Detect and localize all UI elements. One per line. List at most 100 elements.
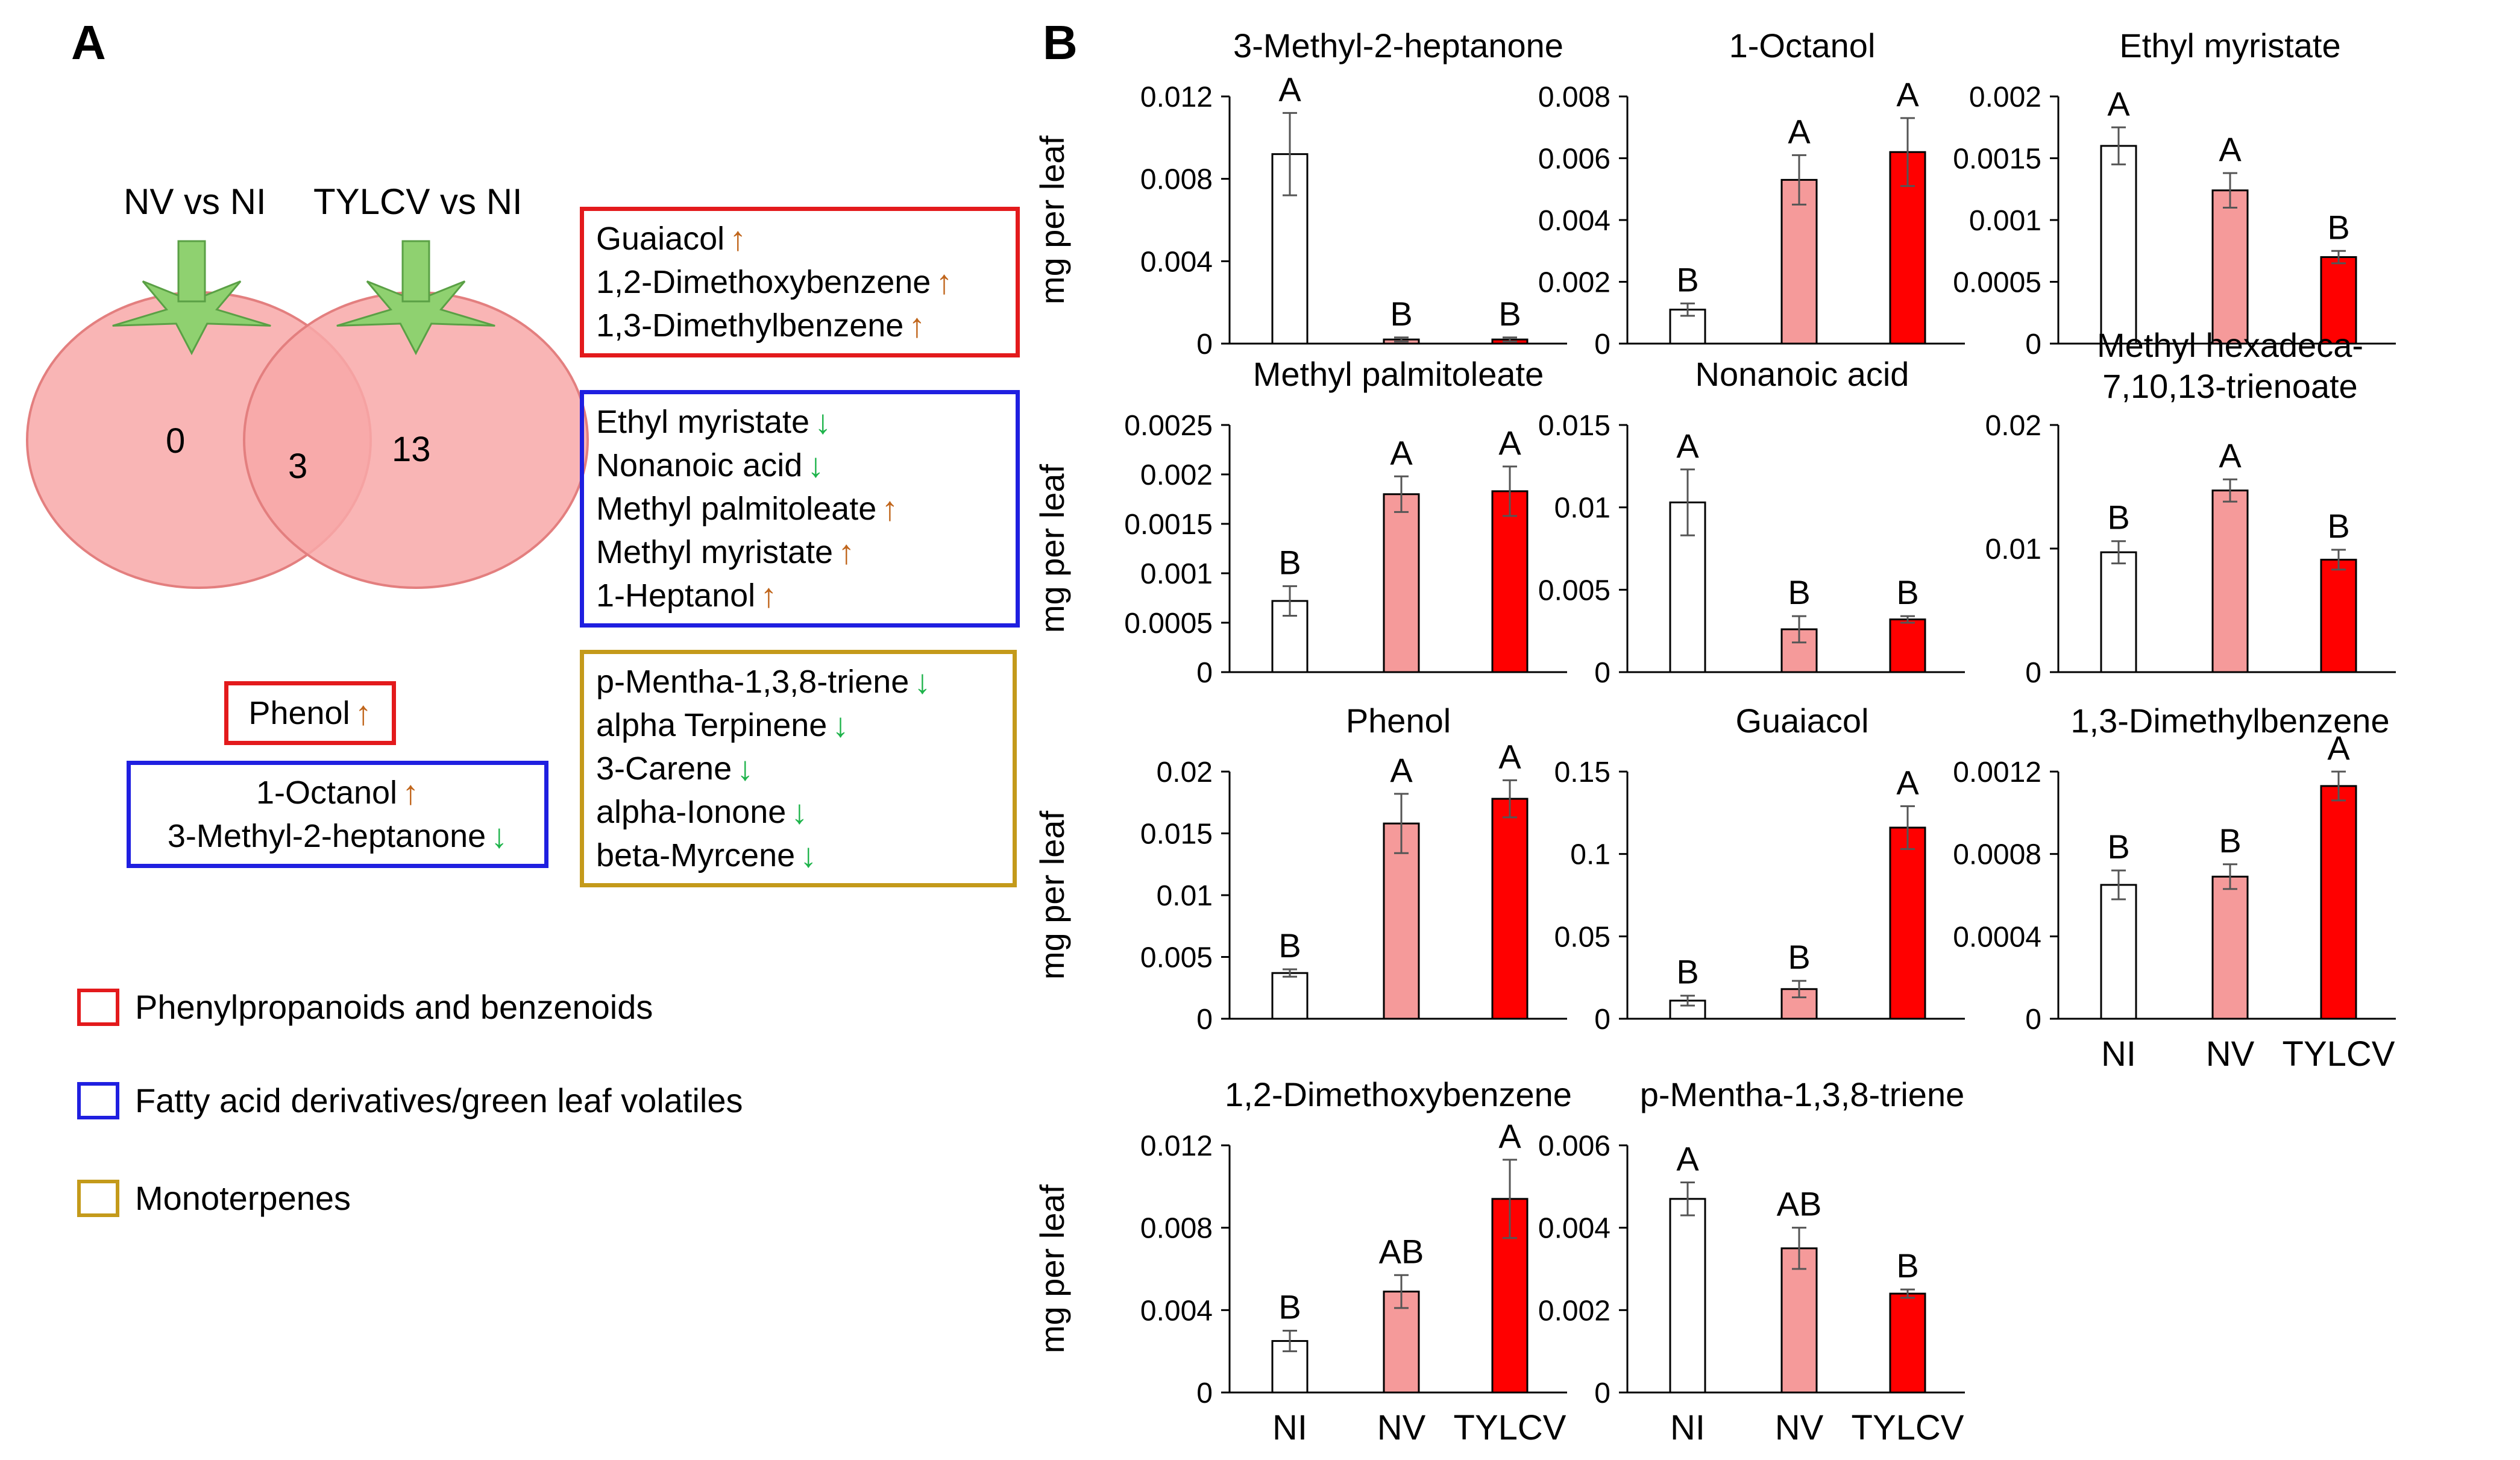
- y-tick-label: 0.02: [1985, 410, 2041, 442]
- legend-swatch: [77, 1081, 119, 1119]
- compound-name: Nonanoic acid: [596, 447, 803, 483]
- y-tick-label: 0.002: [1140, 459, 1213, 491]
- bar-tylcv: [1889, 1292, 1926, 1394]
- x-tick-label: TYLCV: [1852, 1408, 1964, 1447]
- bar-chart: 1,3-Dimethylbenzene 0 0.0004 0.0008 0.0012 B N…: [1953, 702, 2396, 1074]
- error-bar: [2331, 770, 2346, 802]
- error-bar: [1283, 968, 1297, 978]
- error-bar: [1680, 1182, 1695, 1216]
- compound-item: p-Mentha-1,3,8-triene ↓: [596, 660, 1001, 703]
- significance-letter: B: [1896, 573, 1918, 611]
- significance-letter: A: [1896, 763, 1919, 801]
- y-tick-label: 0.001: [1969, 205, 2041, 237]
- y-tick-label: 0.002: [1969, 81, 2041, 113]
- compound-name: Phenol: [248, 695, 350, 731]
- x-tick-label: TYLCV: [1454, 1408, 1566, 1447]
- bar-chart: Guaiacol 0 0.05 0.1 0.15 B B A: [1554, 702, 1965, 1036]
- significance-letter: A: [1390, 433, 1413, 471]
- bar-ni: [1271, 972, 1309, 1020]
- bar-nv: [2211, 189, 2249, 345]
- compound-name: 3-Carene: [596, 750, 732, 787]
- venn-left-label: NV vs NI: [124, 181, 266, 222]
- compound-item: 1,3-Dimethylbenzene ↑: [596, 304, 1004, 347]
- compound-item: Methyl myristate ↑: [596, 530, 1004, 574]
- y-tick-label: 0.008: [1140, 164, 1213, 196]
- calyx-icon: [112, 240, 271, 356]
- arrow-down-icon: ↓: [807, 446, 825, 484]
- chart-title: Phenol: [1346, 702, 1451, 740]
- significance-letter: B: [1788, 573, 1810, 611]
- y-tick-label: 0.05: [1554, 921, 1610, 953]
- y-tick-label: 0.01: [1554, 492, 1610, 524]
- y-axis-label: mg per leaf: [1033, 1184, 1071, 1353]
- y-tick-label: 0.008: [1140, 1213, 1213, 1245]
- error-bar: [1900, 117, 1915, 187]
- y-tick-label: 0: [2025, 1004, 2041, 1036]
- compound-name: Ethyl myristate: [596, 404, 810, 440]
- error-bar: [1283, 112, 1297, 197]
- error-bar: [1792, 154, 1806, 206]
- y-tick-label: 0.001: [1140, 558, 1213, 590]
- y-tick-label: 0.0015: [1124, 509, 1213, 541]
- y-tick-label: 0.01: [1985, 533, 2041, 565]
- legend-label: Phenylpropanoids and benzenoids: [135, 988, 653, 1026]
- y-tick-label: 0: [1196, 329, 1213, 360]
- significance-letter: A: [1498, 1117, 1521, 1155]
- error-bar: [1394, 793, 1409, 854]
- y-tick-label: 0.005: [1140, 942, 1213, 974]
- bar-chart: 1-Octanol 0 0.002 0.004 0.006 0.008 B A A: [1538, 27, 1965, 360]
- significance-letter: B: [2327, 208, 2349, 246]
- error-bar: [2223, 478, 2237, 503]
- chart-title: Guaiacol: [1735, 702, 1868, 740]
- bar-ni: [2100, 884, 2137, 1020]
- error-bar: [1503, 465, 1517, 517]
- compound-item: 1-Heptanol ↑: [596, 574, 1004, 617]
- legend-entry: Fatty acid derivatives/green leaf volati…: [77, 1081, 743, 1120]
- significance-letter: B: [2107, 499, 2129, 536]
- y-tick-label: 0: [1594, 1377, 1610, 1409]
- compound-name: Guaiacol: [596, 221, 725, 257]
- compound-item: 3-Carene ↓: [596, 747, 1001, 790]
- y-axis-label: mg per leaf: [1033, 135, 1071, 304]
- chart-title: Ethyl myristate: [2119, 27, 2340, 65]
- x-tick-label: NV: [2206, 1034, 2255, 1074]
- significance-letter: A: [2219, 436, 2242, 474]
- error-bar: [2223, 172, 2237, 209]
- arrow-down-icon: ↓: [737, 749, 754, 787]
- bar-chart: Nonanoic acid 0 0.005 0.01 0.015 A B B: [1538, 355, 1965, 689]
- arrow-up-icon: ↑: [908, 306, 926, 344]
- y-tick-label: 0.02: [1157, 757, 1213, 788]
- significance-letter: B: [1788, 938, 1810, 976]
- venn-right-label: TYLCV vs NI: [313, 181, 523, 222]
- legend-label: Fatty acid derivatives/green leaf volati…: [135, 1081, 743, 1119]
- y-tick-label: 0.004: [1538, 1213, 1610, 1245]
- error-bar: [1792, 1227, 1806, 1270]
- error-bar: [1792, 615, 1806, 644]
- y-tick-label: 0.012: [1140, 1130, 1213, 1162]
- bar-tylcv: [1491, 490, 1529, 673]
- y-axis-label: mg per leaf: [1033, 464, 1071, 633]
- bar-ni: [2100, 551, 2137, 673]
- y-tick-label: 0: [1196, 1377, 1213, 1409]
- error-bar: [1900, 615, 1915, 624]
- bar-nv: [1780, 1247, 1818, 1394]
- y-tick-label: 0.15: [1554, 757, 1610, 788]
- compound-name: Methyl myristate: [596, 534, 834, 570]
- arrow-up-icon: ↑: [935, 263, 953, 301]
- y-tick-label: 0.002: [1538, 267, 1610, 299]
- chart-title: 1,3-Dimethylbenzene: [2070, 702, 2389, 740]
- significance-letter: B: [1676, 953, 1698, 991]
- calyx-icon: [336, 240, 495, 356]
- error-bar: [1394, 475, 1409, 513]
- y-tick-label: 0.012: [1140, 81, 1213, 113]
- error-bar: [1283, 1330, 1297, 1353]
- panel-b-letter: B: [1043, 16, 1078, 69]
- significance-letter: A: [2107, 84, 2130, 122]
- bar-tylcv: [1889, 826, 1926, 1020]
- y-tick-label: 0.015: [1140, 819, 1213, 851]
- chart-title: 1-Octanol: [1729, 27, 1876, 65]
- y-tick-label: 0.0015: [1953, 143, 2041, 175]
- phenylpropanoids-box: Guaiacol ↑ 1,2-Dimethoxybenzene ↑ 1,3-Dimeth…: [580, 207, 1020, 357]
- bar-nv: [1383, 493, 1420, 673]
- significance-letter: B: [2219, 822, 2241, 860]
